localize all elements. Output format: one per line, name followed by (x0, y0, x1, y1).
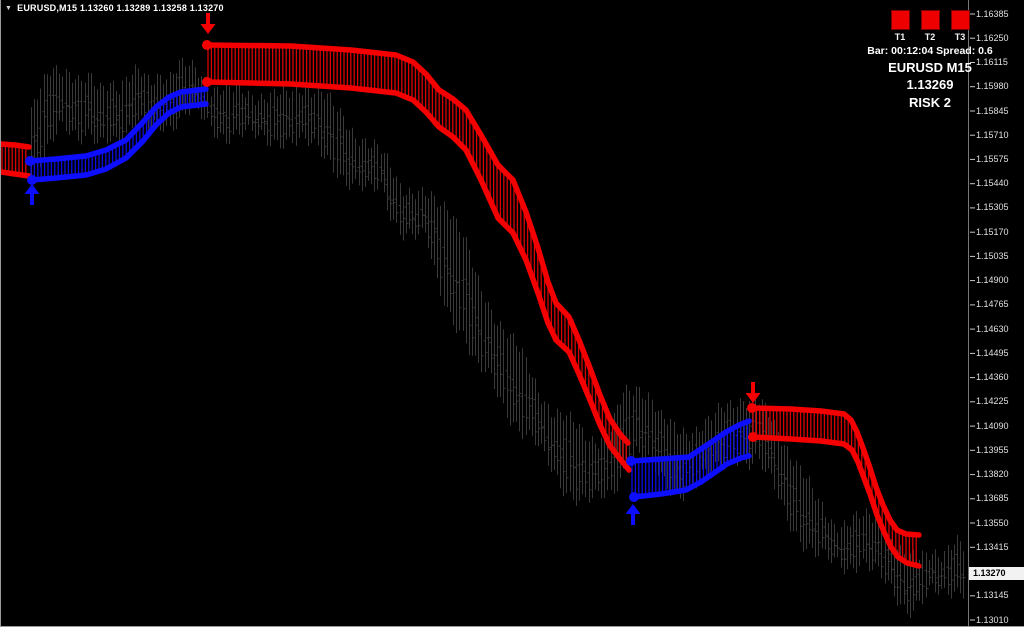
signal-arrows (24, 13, 761, 525)
ohlc-text: EURUSD,M15 1.13260 1.13289 1.13258 1.132… (17, 3, 224, 13)
price-axis-label: 1.15440 (976, 178, 1009, 189)
tp-buttons-row (875, 10, 985, 30)
tp-button-t2[interactable] (920, 10, 940, 30)
price-axis-label: 1.13550 (976, 517, 1009, 528)
symbol-ohlc-readout: ▼ EURUSD,M15 1.13260 1.13289 1.13258 1.1… (5, 3, 224, 13)
indicator-panel: T1 T2 T3 Bar: 00:12:04 Spread: 0.6 EURUS… (867, 10, 993, 110)
price-axis-label: 1.15305 (976, 202, 1009, 213)
candles-series (29, 57, 966, 618)
price-axis-label: 1.13415 (976, 541, 1009, 552)
bar-timer-text: Bar: 00:12:04 Spread: 0.6 (867, 45, 993, 57)
price-axis-label: 1.14765 (976, 299, 1009, 310)
price-axis-label: 1.15710 (976, 129, 1009, 140)
tp-label-t1: T1 (894, 32, 906, 42)
price-axis-label: 1.15035 (976, 250, 1009, 261)
price-axis-label: 1.14900 (976, 275, 1009, 286)
current-price-tag: 1.13270 (969, 566, 1024, 580)
chevron-down-icon[interactable]: ▼ (5, 4, 13, 12)
symbol-label: EURUSD M15 (888, 60, 972, 75)
price-axis-label: 1.14225 (976, 396, 1009, 407)
risk-label: RISK 2 (909, 95, 951, 110)
price-label: 1.13269 (906, 77, 954, 92)
price-axis-label: 1.15980 (976, 81, 1009, 92)
price-axis-label: 1.15170 (976, 226, 1009, 237)
price-axis-label: 1.15575 (976, 153, 1009, 164)
price-axis-label: 1.14090 (976, 420, 1009, 431)
tp-label-t3: T3 (954, 32, 966, 42)
price-axis-label: 1.13010 (976, 614, 1009, 625)
price-axis-label: 1.14360 (976, 372, 1009, 383)
tp-label-t2: T2 (924, 32, 936, 42)
price-axis[interactable] (968, 0, 976, 627)
price-axis-label: 1.16385 (976, 8, 1009, 19)
price-axis-label: 1.13820 (976, 469, 1009, 480)
tp-button-labels: T1 T2 T3 (875, 32, 985, 42)
tp-button-t1[interactable] (890, 10, 910, 30)
price-axis-label: 1.13145 (976, 590, 1009, 601)
price-axis-label: 1.15845 (976, 105, 1009, 116)
price-axis-label: 1.14630 (976, 323, 1009, 334)
price-axis-label: 1.13955 (976, 444, 1009, 455)
price-axis-label: 1.16115 (976, 57, 1008, 67)
trend-band-segments (1, 40, 922, 569)
tp-button-t3[interactable] (950, 10, 970, 30)
price-axis-label: 1.16250 (976, 32, 1009, 43)
price-axis-label: 1.14495 (976, 347, 1009, 358)
price-axis-label: 1.13685 (976, 493, 1009, 504)
